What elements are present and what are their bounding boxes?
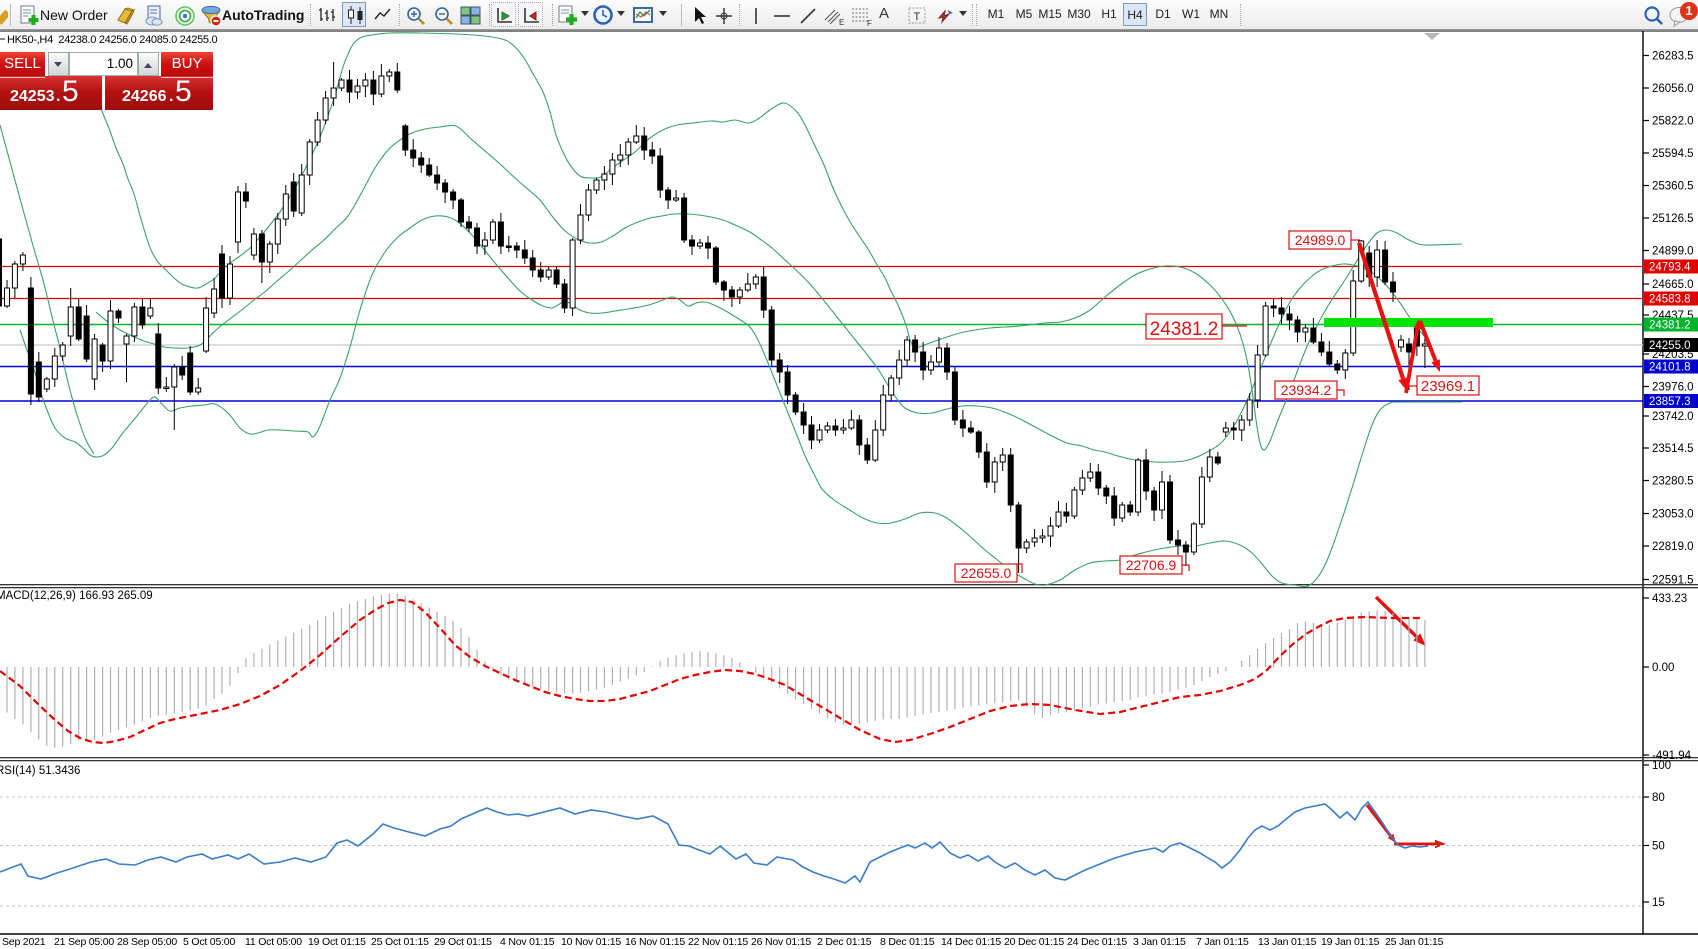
svg-text:F: F: [867, 19, 872, 28]
svg-text:24381.2: 24381.2: [1150, 319, 1219, 340]
svg-text:8 Dec 01:15: 8 Dec 01:15: [880, 936, 935, 948]
svg-text:23514.5: 23514.5: [1652, 443, 1694, 455]
svg-text:16 Nov 01:15: 16 Nov 01:15: [625, 936, 685, 948]
svg-text:23976.0: 23976.0: [1652, 382, 1694, 394]
svg-text:24899.0: 24899.0: [1652, 246, 1694, 258]
svg-text:HK50-,H4 24238.0 24256.0 2408: HK50-,H4 24238.0 24256.0 24085.0 24255.0: [7, 34, 218, 46]
svg-text:26056.0: 26056.0: [1652, 83, 1694, 95]
svg-text:T: T: [914, 11, 921, 23]
svg-text:22706.9: 22706.9: [1126, 557, 1177, 573]
svg-text:19 Jan 01:15: 19 Jan 01:15: [1321, 936, 1380, 948]
svg-text:E: E: [839, 18, 844, 27]
svg-text:MACD(12,26,9) 166.93 265.09: MACD(12,26,9) 166.93 265.09: [0, 590, 153, 602]
svg-text:28 Sep 05:00: 28 Sep 05:00: [117, 936, 177, 948]
svg-text:22591.5: 22591.5: [1652, 575, 1694, 587]
svg-text:80: 80: [1652, 792, 1665, 804]
svg-text:5 Oct 05:00: 5 Oct 05:00: [183, 936, 235, 948]
svg-text:20 Dec 01:15: 20 Dec 01:15: [1004, 936, 1064, 948]
svg-text:14 Dec 01:15: 14 Dec 01:15: [941, 936, 1001, 948]
svg-text:19 Oct 01:15: 19 Oct 01:15: [308, 936, 366, 948]
svg-text:23053.0: 23053.0: [1652, 509, 1694, 521]
svg-text:25360.5: 25360.5: [1652, 181, 1694, 193]
svg-text:RSI(14) 51.3436: RSI(14) 51.3436: [0, 765, 80, 777]
svg-text:26283.5: 26283.5: [1652, 51, 1694, 63]
svg-text:23934.2: 23934.2: [1281, 382, 1332, 398]
svg-text:24101.8: 24101.8: [1649, 362, 1691, 374]
svg-text:23857.3: 23857.3: [1649, 396, 1691, 408]
svg-text:4 Nov 01:15: 4 Nov 01:15: [500, 936, 555, 948]
svg-text:100: 100: [1652, 760, 1671, 772]
svg-text:Sep 2021: Sep 2021: [2, 936, 46, 948]
svg-text:25126.5: 25126.5: [1652, 213, 1694, 225]
svg-text:-491.94: -491.94: [1652, 750, 1692, 762]
svg-text:10 Nov 01:15: 10 Nov 01:15: [561, 936, 621, 948]
svg-text:22655.0: 22655.0: [961, 565, 1012, 581]
svg-text:25 Jan 01:15: 25 Jan 01:15: [1385, 936, 1444, 948]
svg-text:2 Dec 01:15: 2 Dec 01:15: [817, 936, 872, 948]
svg-text:24665.0: 24665.0: [1652, 279, 1694, 291]
svg-text:25594.5: 25594.5: [1652, 148, 1694, 160]
svg-text:25822.0: 25822.0: [1652, 116, 1694, 128]
svg-text:25 Oct 01:15: 25 Oct 01:15: [371, 936, 429, 948]
svg-text:26 Nov 01:15: 26 Nov 01:15: [751, 936, 811, 948]
svg-text:21 Sep 05:00: 21 Sep 05:00: [54, 936, 114, 948]
svg-text:29 Oct 01:15: 29 Oct 01:15: [434, 936, 492, 948]
svg-text:13 Jan 01:15: 13 Jan 01:15: [1258, 936, 1317, 948]
svg-text:24793.4: 24793.4: [1649, 262, 1691, 274]
svg-text:24255.0: 24255.0: [1649, 340, 1691, 352]
svg-text:15: 15: [1652, 897, 1665, 909]
svg-text:24381.2: 24381.2: [1649, 320, 1691, 332]
svg-text:7 Jan 01:15: 7 Jan 01:15: [1196, 936, 1249, 948]
svg-text:50: 50: [1652, 841, 1665, 853]
svg-text:22 Nov 01:15: 22 Nov 01:15: [688, 936, 748, 948]
svg-text:3 Jan 01:15: 3 Jan 01:15: [1133, 936, 1186, 948]
svg-text:24583.8: 24583.8: [1649, 294, 1691, 306]
svg-text:23280.5: 23280.5: [1652, 476, 1694, 488]
svg-text:0.00: 0.00: [1652, 662, 1674, 674]
svg-text:23742.0: 23742.0: [1652, 411, 1694, 423]
svg-text:11 Oct 05:00: 11 Oct 05:00: [245, 936, 302, 948]
svg-text:24 Dec 01:15: 24 Dec 01:15: [1067, 936, 1127, 948]
svg-text:24989.0: 24989.0: [1295, 232, 1346, 248]
svg-text:23969.1: 23969.1: [1421, 378, 1475, 395]
svg-text:22819.0: 22819.0: [1652, 541, 1694, 553]
svg-text:433.23: 433.23: [1652, 593, 1687, 605]
